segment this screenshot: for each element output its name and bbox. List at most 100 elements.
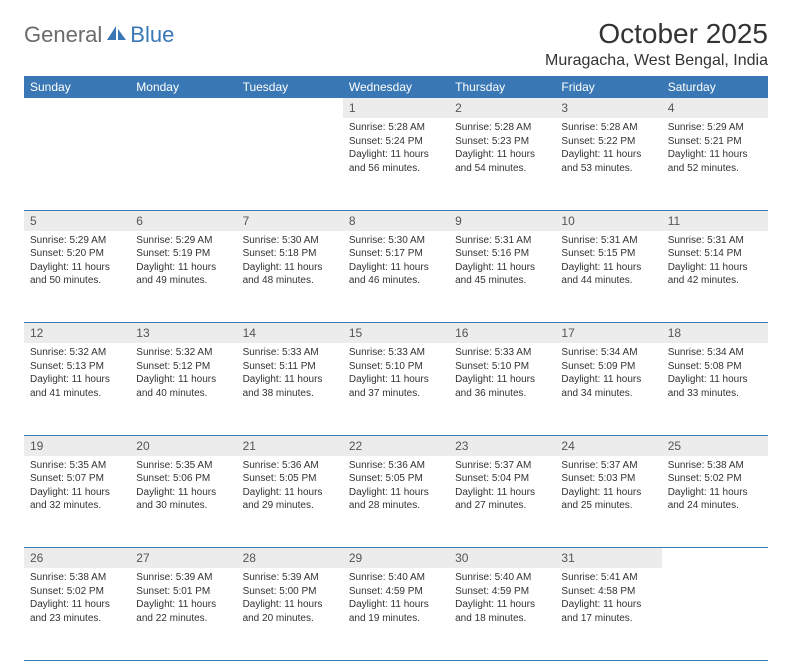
sunrise-text: Sunrise: 5:31 AM — [455, 234, 549, 248]
day-header: Monday — [130, 76, 236, 98]
sunset-text: Sunset: 5:14 PM — [668, 247, 762, 261]
sunset-text: Sunset: 5:17 PM — [349, 247, 443, 261]
day-cell: Sunrise: 5:34 AMSunset: 5:08 PMDaylight:… — [662, 343, 768, 435]
sunset-text: Sunset: 5:10 PM — [455, 360, 549, 374]
sunrise-text: Sunrise: 5:36 AM — [349, 459, 443, 473]
day-header: Friday — [555, 76, 661, 98]
day-number-cell: 8 — [343, 210, 449, 231]
day-number-cell: 15 — [343, 323, 449, 344]
week-row: Sunrise: 5:29 AMSunset: 5:20 PMDaylight:… — [24, 231, 768, 323]
sunset-text: Sunset: 5:19 PM — [136, 247, 230, 261]
day-cell-body: Sunrise: 5:40 AMSunset: 4:59 PMDaylight:… — [343, 568, 449, 631]
daylight-text: Daylight: 11 hours and 30 minutes. — [136, 486, 230, 513]
sunrise-text: Sunrise: 5:36 AM — [243, 459, 337, 473]
day-cell-body: Sunrise: 5:31 AMSunset: 5:14 PMDaylight:… — [662, 231, 768, 294]
day-cell: Sunrise: 5:33 AMSunset: 5:10 PMDaylight:… — [343, 343, 449, 435]
sunrise-text: Sunrise: 5:31 AM — [668, 234, 762, 248]
day-cell-body: Sunrise: 5:39 AMSunset: 5:01 PMDaylight:… — [130, 568, 236, 631]
day-cell-body: Sunrise: 5:29 AMSunset: 5:19 PMDaylight:… — [130, 231, 236, 294]
day-number-cell: 28 — [237, 548, 343, 569]
day-number-cell: 30 — [449, 548, 555, 569]
daylight-text: Daylight: 11 hours and 37 minutes. — [349, 373, 443, 400]
day-cell-body — [662, 568, 768, 577]
sunrise-text: Sunrise: 5:29 AM — [136, 234, 230, 248]
day-cell: Sunrise: 5:35 AMSunset: 5:07 PMDaylight:… — [24, 456, 130, 548]
day-cell: Sunrise: 5:39 AMSunset: 5:01 PMDaylight:… — [130, 568, 236, 660]
week-row: Sunrise: 5:38 AMSunset: 5:02 PMDaylight:… — [24, 568, 768, 660]
sunrise-text: Sunrise: 5:33 AM — [349, 346, 443, 360]
daynum-row: 12131415161718 — [24, 323, 768, 344]
sunset-text: Sunset: 4:59 PM — [455, 585, 549, 599]
page-header: General Blue October 2025 Muragacha, Wes… — [24, 18, 768, 70]
sunset-text: Sunset: 4:59 PM — [349, 585, 443, 599]
day-cell-body: Sunrise: 5:31 AMSunset: 5:16 PMDaylight:… — [449, 231, 555, 294]
day-cell-body: Sunrise: 5:37 AMSunset: 5:04 PMDaylight:… — [449, 456, 555, 519]
day-cell-body — [237, 118, 343, 127]
day-cell: Sunrise: 5:31 AMSunset: 5:15 PMDaylight:… — [555, 231, 661, 323]
day-number-cell: 16 — [449, 323, 555, 344]
week-row: Sunrise: 5:28 AM Sunset: 5:24 PM Daylight:… — [24, 118, 768, 210]
day-cell-body: Sunrise: 5:35 AMSunset: 5:06 PMDaylight:… — [130, 456, 236, 519]
sunset-text: Sunset: 5:21 PM — [668, 135, 762, 149]
day-cell: Sunrise: 5:30 AMSunset: 5:18 PMDaylight:… — [237, 231, 343, 323]
sunrise-text: Sunrise: 5:33 AM — [455, 346, 549, 360]
daylight-text: Daylight: 11 hours and 45 minutes. — [455, 261, 549, 288]
sunrise-text: Sunrise: 5:31 AM — [561, 234, 655, 248]
day-cell-body: Sunrise: 5:40 AMSunset: 4:59 PMDaylight:… — [449, 568, 555, 631]
day-number-cell: 5 — [24, 210, 130, 231]
day-cell: Sunrise: 5:32 AMSunset: 5:13 PMDaylight:… — [24, 343, 130, 435]
day-cell: Sunrise: 5:41 AMSunset: 4:58 PMDaylight:… — [555, 568, 661, 660]
sunset-text: Sunset: 5:05 PM — [349, 472, 443, 486]
week-row: Sunrise: 5:35 AMSunset: 5:07 PMDaylight:… — [24, 456, 768, 548]
daylight-text: Daylight: 11 hours and 34 minutes. — [561, 373, 655, 400]
day-cell: Sunrise: 5:30 AMSunset: 5:17 PMDaylight:… — [343, 231, 449, 323]
daylight-text: Daylight: 11 hours and 25 minutes. — [561, 486, 655, 513]
sunset-text: Sunset: 5:11 PM — [243, 360, 337, 374]
sunset-text: Sunset: 5:01 PM — [136, 585, 230, 599]
sunrise-text: Sunrise: 5:41 AM — [561, 571, 655, 585]
day-number-cell: 7 — [237, 210, 343, 231]
sunrise-text: Sunrise: 5:30 AM — [349, 234, 443, 248]
day-cell: Sunrise: 5:29 AMSunset: 5:19 PMDaylight:… — [130, 231, 236, 323]
brand-logo: General Blue — [24, 18, 174, 48]
day-cell: Sunrise: 5:33 AMSunset: 5:10 PMDaylight:… — [449, 343, 555, 435]
sunset-text: Sunset: 5:08 PM — [668, 360, 762, 374]
calendar-table: Sunday Monday Tuesday Wednesday Thursday… — [24, 76, 768, 661]
day-cell — [24, 118, 130, 210]
sunset-text: Sunset: 5:02 PM — [668, 472, 762, 486]
sunset-text: Sunset: 5:10 PM — [349, 360, 443, 374]
day-cell-body: Sunrise: 5:38 AMSunset: 5:02 PMDaylight:… — [24, 568, 130, 631]
month-title: October 2025 — [545, 18, 768, 50]
sunrise-text: Sunrise: 5:34 AM — [561, 346, 655, 360]
sunset-text: Sunset: 5:00 PM — [243, 585, 337, 599]
daylight-text: Daylight: 11 hours and 27 minutes. — [455, 486, 549, 513]
daynum-row: 567891011 — [24, 210, 768, 231]
sunrise-text: Sunrise: 5:28 AM — [455, 121, 549, 135]
day-cell: Sunrise: 5:34 AMSunset: 5:09 PMDaylight:… — [555, 343, 661, 435]
day-cell-body: Sunrise: 5:32 AMSunset: 5:13 PMDaylight:… — [24, 343, 130, 406]
sunset-text: Sunset: 5:20 PM — [30, 247, 124, 261]
sunset-text: Sunset: 5:24 PM — [349, 135, 443, 149]
day-cell: Sunrise: 5:38 AMSunset: 5:02 PMDaylight:… — [662, 456, 768, 548]
sunset-text: Sunset: 5:05 PM — [243, 472, 337, 486]
day-cell-body — [24, 118, 130, 127]
daylight-text: Daylight: 11 hours and 50 minutes. — [30, 261, 124, 288]
daylight-text: Daylight: 11 hours and 41 minutes. — [30, 373, 124, 400]
day-number-cell: 17 — [555, 323, 661, 344]
sunset-text: Sunset: 5:13 PM — [30, 360, 124, 374]
day-number-cell: 18 — [662, 323, 768, 344]
day-cell: Sunrise: 5:35 AMSunset: 5:06 PMDaylight:… — [130, 456, 236, 548]
daynum-row: 1234 — [24, 98, 768, 118]
day-number-cell: 24 — [555, 435, 661, 456]
daylight-text: Daylight: 11 hours and 53 minutes. — [561, 148, 655, 175]
daylight-text: Daylight: 11 hours and 32 minutes. — [30, 486, 124, 513]
day-cell: Sunrise: 5:40 AMSunset: 4:59 PMDaylight:… — [449, 568, 555, 660]
day-cell-body — [130, 118, 236, 127]
logo-word-general: General — [24, 22, 102, 48]
sunset-text: Sunset: 5:23 PM — [455, 135, 549, 149]
sunset-text: Sunset: 5:22 PM — [561, 135, 655, 149]
day-number-cell: 19 — [24, 435, 130, 456]
day-number-cell: 4 — [662, 98, 768, 118]
day-number-cell — [662, 548, 768, 569]
day-cell-body: Sunrise: 5:28 AMSunset: 5:24 PMDaylight:… — [343, 118, 449, 181]
